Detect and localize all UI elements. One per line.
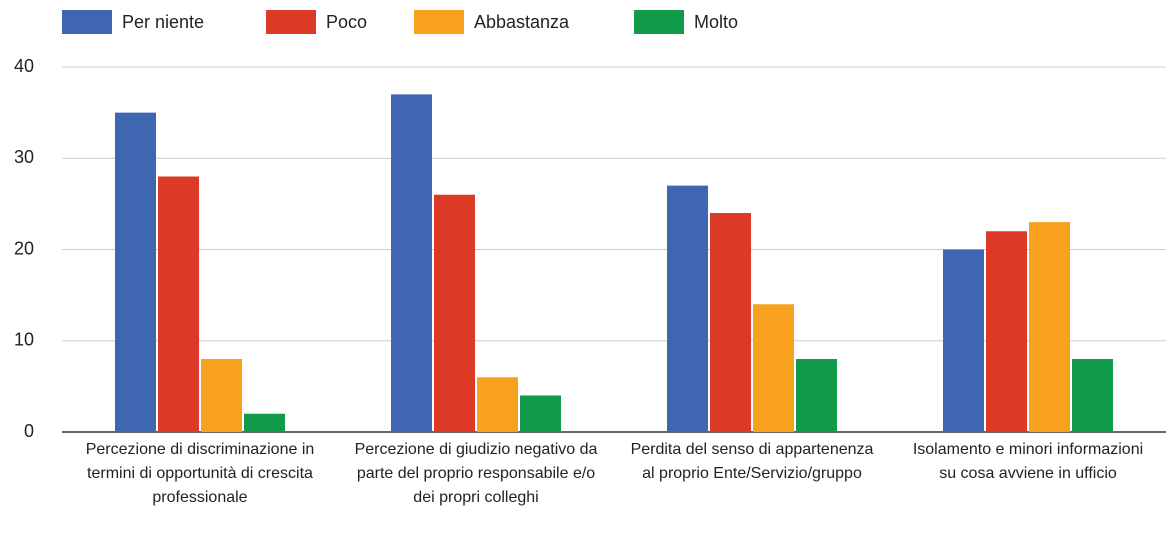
bar xyxy=(201,359,242,432)
bar xyxy=(158,176,199,432)
y-tick-label: 40 xyxy=(14,56,34,76)
bar xyxy=(710,213,751,432)
legend-label: Abbastanza xyxy=(474,12,570,32)
y-tick-label: 30 xyxy=(14,147,34,167)
x-tick-label: Perdita del senso di appartenenza al pro… xyxy=(630,441,874,482)
bar xyxy=(753,304,794,432)
legend-swatch xyxy=(634,10,684,34)
bar xyxy=(115,112,156,432)
legend-label: Poco xyxy=(326,12,367,32)
legend-swatch xyxy=(414,10,464,34)
bar xyxy=(434,194,475,432)
bar xyxy=(1029,222,1070,432)
bar xyxy=(477,377,518,432)
bar xyxy=(244,413,285,432)
bar xyxy=(520,395,561,432)
y-tick-label: 20 xyxy=(14,238,34,258)
bar xyxy=(796,359,837,432)
legend-label: Molto xyxy=(694,12,738,32)
y-tick-label: 10 xyxy=(14,330,34,350)
bar xyxy=(667,185,708,432)
bar xyxy=(1072,359,1113,432)
legend-swatch xyxy=(266,10,316,34)
x-tick-label: Isolamento e minori informazioni su cosa… xyxy=(912,441,1144,482)
bar xyxy=(391,94,432,432)
bar xyxy=(943,249,984,432)
y-tick-label: 0 xyxy=(24,421,34,441)
x-tick-label: Percezione di discriminazione in termini… xyxy=(85,441,315,506)
legend-label: Per niente xyxy=(122,12,204,32)
legend-swatch xyxy=(62,10,112,34)
bar xyxy=(986,231,1027,432)
x-tick-label: Percezione di giudizio negativo da parte… xyxy=(354,441,598,506)
